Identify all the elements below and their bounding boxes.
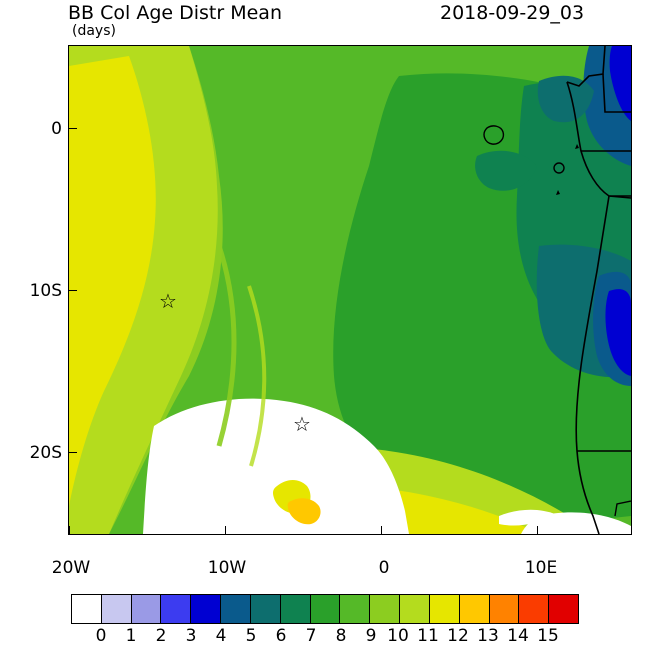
- station-marker-1: ☆: [159, 289, 177, 313]
- colorbar: [71, 594, 579, 624]
- ytick-mark: [69, 452, 77, 453]
- colorbar-swatch-6: [250, 595, 281, 623]
- colorbar-swatch-10: [370, 595, 401, 623]
- colorbar-tick-7: 7: [305, 626, 317, 646]
- colorbar-swatch-0: [72, 595, 102, 623]
- colorbar-tick-4: 4: [215, 626, 227, 646]
- ytick-mark: [69, 128, 77, 129]
- colorbar-swatch-16: [549, 595, 579, 623]
- colorbar-swatch-1: [101, 595, 132, 623]
- colorbar-tick-5: 5: [245, 626, 257, 646]
- map-panel[interactable]: ☆ ☆: [68, 45, 632, 535]
- colorbar-swatch-7: [280, 595, 311, 623]
- colorbar-tick-3: 3: [185, 626, 197, 646]
- ytick-label-0: 0: [51, 119, 62, 139]
- colorbar-swatch-11: [400, 595, 430, 623]
- ytick-label-10S: 10S: [29, 281, 62, 301]
- page-title: BB Col Age Distr Mean: [68, 2, 282, 24]
- map-field: [69, 46, 631, 534]
- colorbar-tick-1: 1: [125, 626, 137, 646]
- colorbar-tick-9: 9: [365, 626, 377, 646]
- xtick-mark: [537, 526, 538, 534]
- colorbar-swatch-14: [489, 595, 520, 623]
- colorbar-swatch-5: [221, 595, 251, 623]
- colorbar-swatch-3: [161, 595, 192, 623]
- date-label: 2018-09-29_03: [440, 2, 585, 24]
- colorbar-swatch-9: [340, 595, 371, 623]
- xtick-mark: [69, 526, 70, 534]
- colorbar-swatch-15: [519, 595, 550, 623]
- colorbar-tick-2: 2: [155, 626, 167, 646]
- station-marker-2: ☆: [293, 412, 311, 436]
- colorbar-swatch-8: [310, 595, 341, 623]
- colorbar-tick-15: 15: [537, 626, 559, 646]
- colorbar-labels: 0 1 2 3 4 5 6 7 8 9 10 11 12 13 14 15: [0, 626, 650, 650]
- colorbar-swatch-4: [191, 595, 222, 623]
- colorbar-swatch-13: [459, 595, 490, 623]
- xtick-label-20W: 20W: [51, 558, 91, 578]
- colorbar-tick-10: 10: [387, 626, 409, 646]
- colorbar-tick-0: 0: [95, 626, 107, 646]
- xtick-mark: [225, 526, 226, 534]
- colorbar-tick-6: 6: [275, 626, 287, 646]
- colorbar-tick-14: 14: [507, 626, 529, 646]
- colorbar-tick-8: 8: [335, 626, 347, 646]
- colorbar-tick-13: 13: [477, 626, 499, 646]
- xtick-label-10E: 10E: [524, 558, 558, 578]
- xtick-label-0: 0: [378, 558, 390, 578]
- units-label: (days): [72, 23, 116, 39]
- colorbar-tick-12: 12: [447, 626, 469, 646]
- ytick-mark: [69, 290, 77, 291]
- xtick-label-10W: 10W: [207, 558, 247, 578]
- colorbar-tick-11: 11: [417, 626, 439, 646]
- xtick-mark: [381, 526, 382, 534]
- ytick-label-20S: 20S: [29, 443, 62, 463]
- colorbar-swatch-12: [429, 595, 460, 623]
- colorbar-swatch-2: [131, 595, 162, 623]
